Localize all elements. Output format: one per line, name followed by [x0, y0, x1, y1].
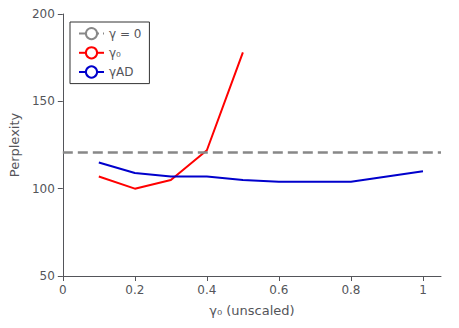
svg-text:1: 1 — [419, 283, 427, 297]
svg-text:100: 100 — [32, 182, 55, 196]
svg-text:0.6: 0.6 — [269, 283, 288, 297]
svg-text:200: 200 — [32, 7, 55, 21]
svg-text:Perplexity: Perplexity — [7, 112, 22, 177]
svg-text:γ₀ (unscaled): γ₀ (unscaled) — [209, 303, 294, 318]
svg-text:γAD: γAD — [109, 65, 134, 79]
svg-text:150: 150 — [32, 94, 55, 108]
svg-text:0: 0 — [59, 283, 67, 297]
svg-text:γ₀: γ₀ — [109, 46, 121, 60]
svg-text:50: 50 — [40, 269, 55, 283]
svg-text:0.4: 0.4 — [197, 283, 216, 297]
svg-text:0.8: 0.8 — [341, 283, 360, 297]
svg-text:γ = 0: γ = 0 — [109, 27, 141, 41]
svg-text:0.2: 0.2 — [125, 283, 144, 297]
